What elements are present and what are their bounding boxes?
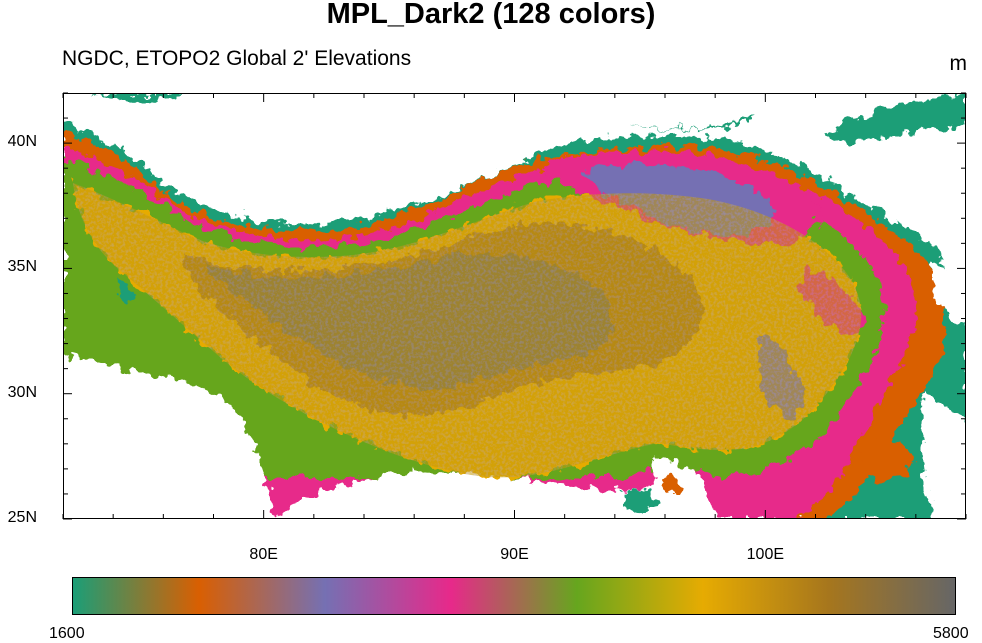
- colorbar-min-label: 1600: [49, 625, 85, 642]
- dataset-subtitle: NGDC, ETOPO2 Global 2' Elevations: [62, 47, 412, 70]
- lat-label-25n: 25N: [7, 509, 37, 526]
- lon-label-80e: 80E: [249, 546, 278, 563]
- elevation-map: [63, 93, 966, 519]
- colorbar-max-label: 5800: [933, 625, 969, 642]
- lat-label-40n: 40N: [7, 133, 37, 151]
- elevation-map-image: [63, 93, 966, 519]
- elevation-colorbar: [72, 577, 956, 615]
- lat-label-35n: 35N: [7, 258, 37, 276]
- lat-label-30n: 30N: [7, 383, 37, 401]
- chart-title: MPL_Dark2 (128 colors): [326, 0, 656, 30]
- units-label: m: [949, 52, 968, 75]
- lon-label-100e: 100E: [746, 546, 785, 563]
- lon-label-90e: 90E: [500, 546, 529, 563]
